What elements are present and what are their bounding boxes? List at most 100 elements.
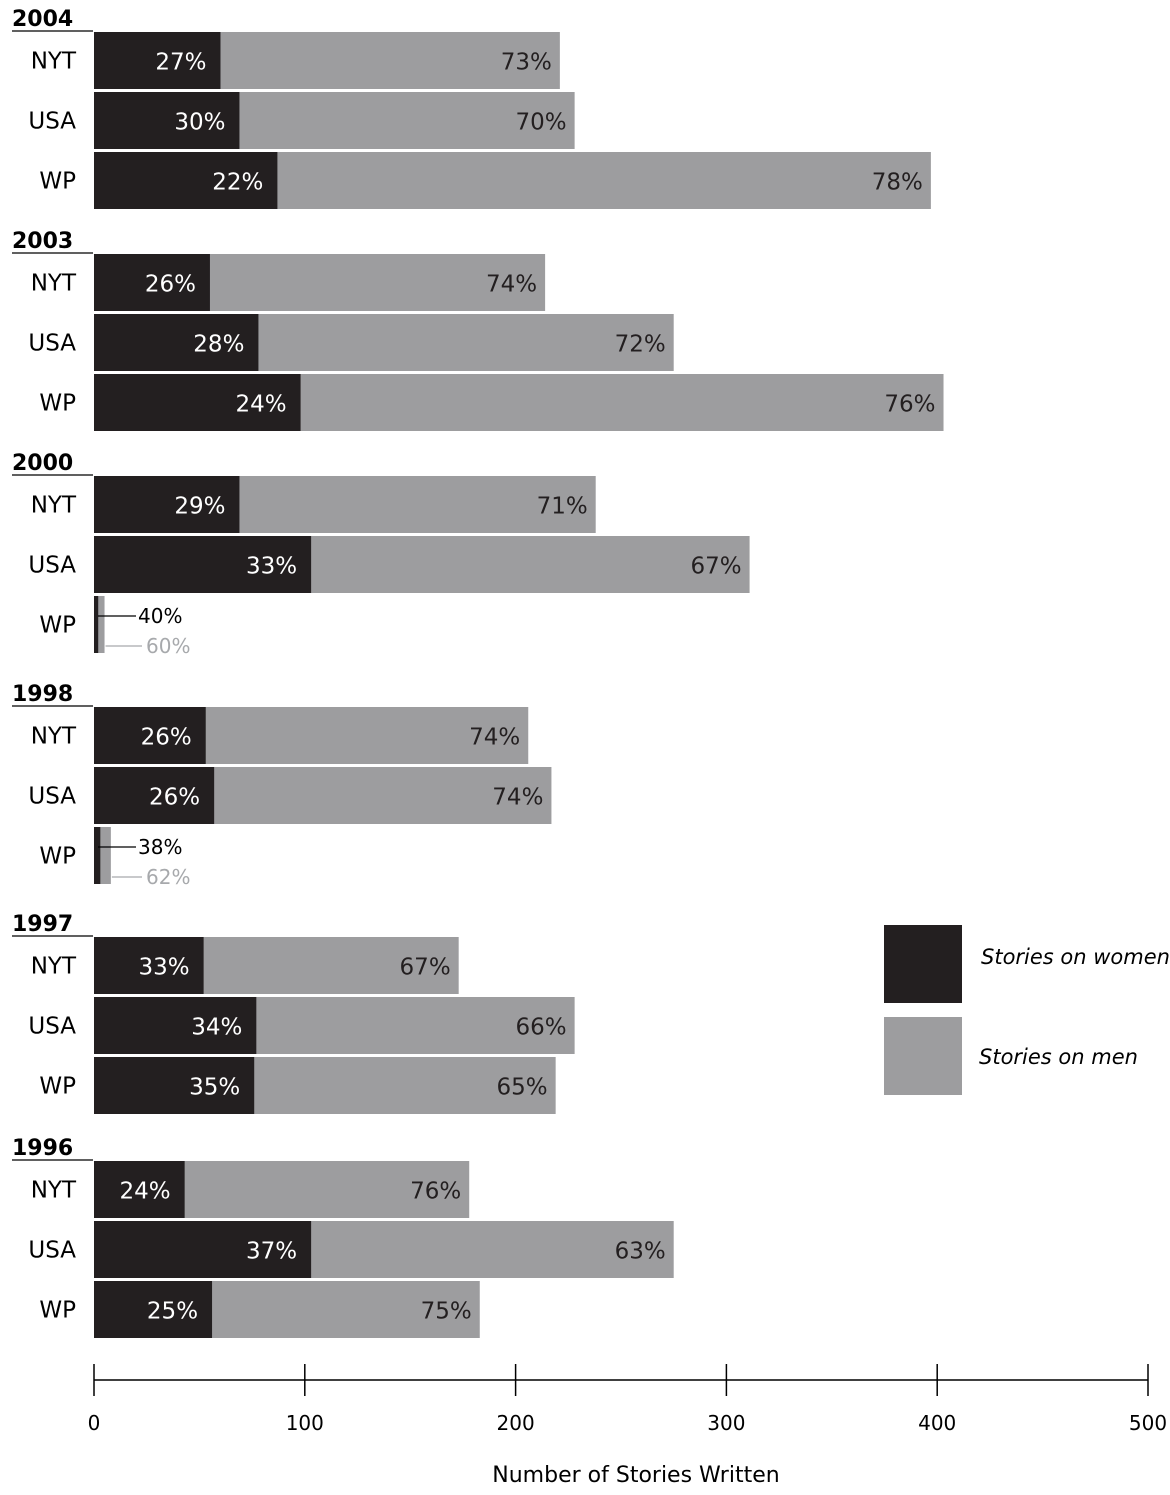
bar-women	[94, 827, 101, 884]
women-pct-label: 35%	[189, 1075, 240, 1101]
men-pct-label: 60%	[146, 634, 190, 658]
x-tick-label: 100	[286, 1411, 324, 1435]
publication-label: NYT	[31, 724, 77, 750]
bar-women	[94, 476, 240, 533]
bar-women	[94, 707, 206, 764]
women-pct-label: 37%	[246, 1239, 297, 1265]
legend-swatch	[884, 925, 962, 1003]
publication-label: WP	[39, 169, 76, 195]
bar-men	[94, 596, 105, 653]
bar-group-2004: 2004 NYT 27% 73% USA 30% 70% WP 22% 78%	[12, 7, 931, 209]
publication-label: NYT	[31, 271, 77, 297]
publication-label: WP	[39, 844, 76, 870]
legend-swatch	[884, 1017, 962, 1095]
women-pct-label: 22%	[212, 170, 263, 196]
year-label: 1997	[12, 912, 73, 937]
men-pct-label: 72%	[615, 332, 666, 358]
men-pct-label: 71%	[537, 494, 588, 520]
bar-women	[94, 1281, 213, 1338]
men-pct-label: 75%	[421, 1299, 472, 1325]
men-pct-label: 70%	[515, 110, 566, 136]
women-pct-label: 40%	[138, 604, 182, 628]
women-pct-label: 26%	[145, 272, 196, 298]
women-pct-label: 24%	[235, 392, 286, 418]
women-pct-label: 25%	[147, 1299, 198, 1325]
men-pct-label: 76%	[410, 1179, 461, 1205]
publication-label: USA	[28, 553, 76, 579]
publication-label: USA	[28, 331, 76, 357]
year-label: 1998	[12, 682, 73, 707]
publication-label: NYT	[31, 493, 77, 519]
publication-label: WP	[39, 1074, 76, 1100]
publication-label: NYT	[31, 954, 77, 980]
women-pct-label: 26%	[149, 785, 200, 811]
publication-label: NYT	[31, 49, 77, 75]
x-axis-label: Number of Stories Written	[492, 1463, 779, 1488]
publication-label: USA	[28, 109, 76, 135]
x-tick-label: 200	[497, 1411, 535, 1435]
men-pct-label: 65%	[497, 1075, 548, 1101]
bar-group-1998: 1998 NYT 26% 74% USA 26% 74% WP 38% 62%	[12, 682, 552, 889]
bar-women	[94, 536, 312, 593]
year-label: 2003	[12, 229, 73, 254]
men-pct-label: 74%	[486, 272, 537, 298]
bar-women	[94, 374, 301, 431]
bar-women	[94, 1057, 255, 1114]
women-pct-label: 33%	[138, 955, 189, 981]
men-pct-label: 74%	[469, 725, 520, 751]
bar-women	[94, 152, 278, 209]
men-pct-label: 76%	[884, 392, 935, 418]
men-pct-label: 78%	[872, 170, 923, 196]
bar-groups: 2004 NYT 27% 73% USA 30% 70% WP 22% 78% 2003 NYT 26%…	[12, 7, 944, 1338]
year-label: 1996	[12, 1136, 73, 1161]
men-pct-label: 63%	[615, 1239, 666, 1265]
x-tick-label: 500	[1129, 1411, 1167, 1435]
publication-label: USA	[28, 784, 76, 810]
x-tick-label: 400	[918, 1411, 956, 1435]
bar-group-1996: 1996 NYT 24% 76% USA 37% 63% WP 25% 75%	[12, 1136, 674, 1338]
men-pct-label: 67%	[690, 554, 741, 580]
women-pct-label: 29%	[174, 494, 225, 520]
women-pct-label: 26%	[141, 725, 192, 751]
bar-group-2000: 2000 NYT 29% 71% USA 33% 67% WP 40% 60%	[12, 451, 750, 658]
bar-women	[94, 997, 257, 1054]
women-pct-label: 28%	[193, 332, 244, 358]
bar-women	[94, 92, 240, 149]
women-pct-label: 33%	[246, 554, 297, 580]
bar-women	[94, 314, 259, 371]
bar-group-1997: 1997 NYT 33% 67% USA 34% 66% WP 35% 65%	[12, 912, 575, 1114]
publication-label: USA	[28, 1238, 76, 1264]
x-axis: 0 100 200 300 400 500	[88, 1364, 1167, 1435]
legend-label: Stories on men	[979, 1045, 1138, 1069]
bar-women	[94, 1161, 185, 1218]
bar-women	[94, 1221, 312, 1278]
women-pct-label: 38%	[138, 835, 182, 859]
year-label: 2000	[12, 451, 73, 476]
men-pct-label: 74%	[492, 785, 543, 811]
men-pct-label: 62%	[146, 865, 190, 889]
women-pct-label: 34%	[191, 1015, 242, 1041]
men-pct-label: 73%	[501, 50, 552, 76]
bar-women	[94, 937, 204, 994]
bar-women	[94, 767, 215, 824]
bar-group-2003: 2003 NYT 26% 74% USA 28% 72% WP 24% 76%	[12, 229, 944, 431]
women-pct-label: 27%	[155, 50, 206, 76]
publication-label: WP	[39, 391, 76, 417]
publication-label: USA	[28, 1014, 76, 1040]
publication-label: WP	[39, 613, 76, 639]
publication-label: WP	[39, 1298, 76, 1324]
women-pct-label: 30%	[174, 110, 225, 136]
x-tick-label: 0	[88, 1411, 101, 1435]
women-pct-label: 24%	[120, 1179, 171, 1205]
year-label: 2004	[12, 7, 73, 32]
legend-label: Stories on women	[981, 945, 1170, 969]
bar-women	[94, 254, 210, 311]
bar-women	[94, 596, 99, 653]
men-pct-label: 67%	[400, 955, 451, 981]
x-tick-label: 300	[707, 1411, 745, 1435]
bar-women	[94, 32, 221, 89]
publication-label: NYT	[31, 1178, 77, 1204]
men-pct-label: 66%	[515, 1015, 566, 1041]
legend: Stories on women Stories on men	[884, 925, 1170, 1095]
